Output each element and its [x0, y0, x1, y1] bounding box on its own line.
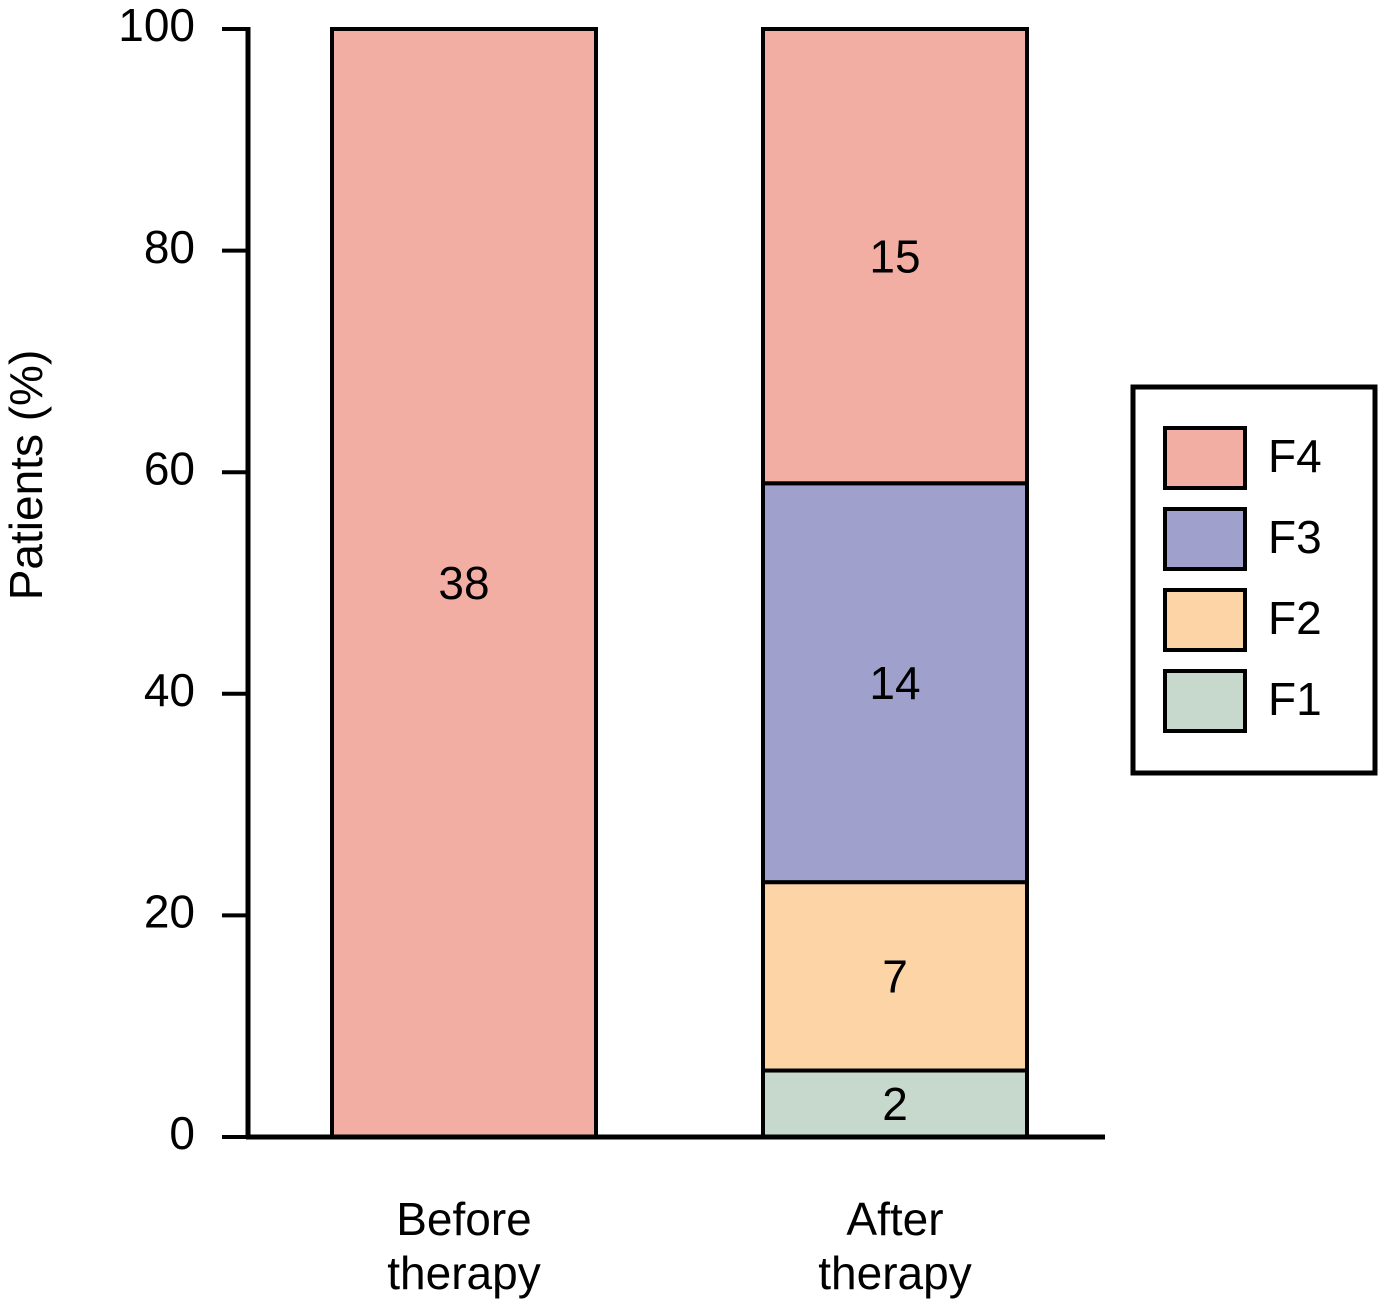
- y-tick-label: 80: [144, 221, 195, 273]
- y-tick-label: 60: [144, 442, 195, 494]
- legend-label: F1: [1268, 673, 1322, 725]
- legend-swatch: [1163, 588, 1247, 652]
- bar-segment: [761, 1068, 1029, 1140]
- y-axis-title: Patients (%): [0, 350, 52, 601]
- x-tick-label: Before therapy: [387, 1193, 541, 1299]
- legend-label: F4: [1268, 430, 1322, 482]
- bar-segment: [761, 880, 1029, 1073]
- legend-swatch: [1163, 669, 1247, 733]
- data-label: 14: [869, 657, 920, 709]
- legend-label: F2: [1268, 592, 1322, 644]
- y-tick-label: 0: [169, 1107, 195, 1159]
- y-tick-label: 40: [144, 664, 195, 716]
- y-tick-label: 20: [144, 886, 195, 938]
- y-tick-label: 100: [118, 0, 195, 51]
- data-label: 38: [438, 557, 489, 609]
- data-label: 7: [882, 950, 908, 1002]
- legend-label: F3: [1268, 511, 1322, 563]
- data-label: 15: [869, 230, 920, 282]
- legend-swatch: [1163, 426, 1247, 490]
- data-label: 2: [882, 1078, 908, 1130]
- legend-swatch: [1163, 507, 1247, 571]
- x-tick-label: After therapy: [818, 1193, 972, 1299]
- bar-segment: [761, 27, 1029, 486]
